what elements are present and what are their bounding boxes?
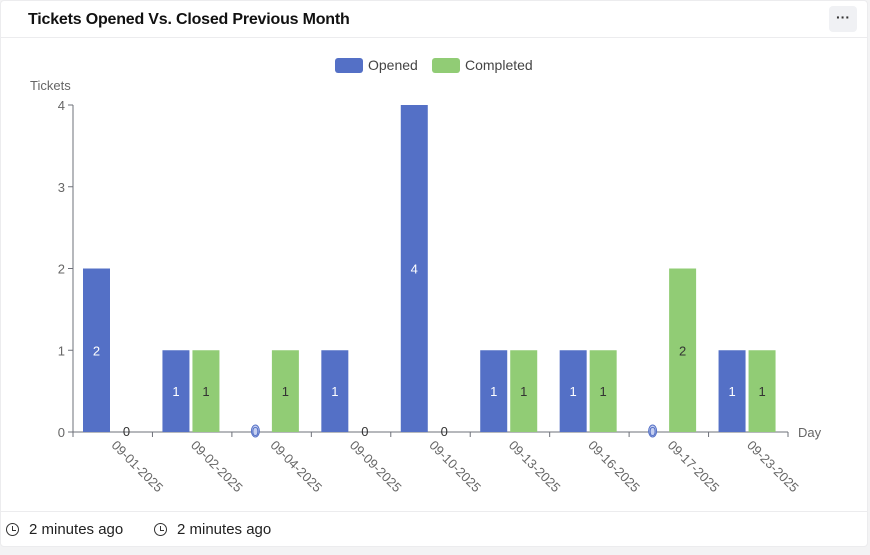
bar-value-label: 1 — [758, 384, 765, 399]
legend-swatch-completed — [432, 58, 460, 73]
clock-icon — [6, 523, 19, 536]
bar-opened — [400, 105, 428, 432]
bar-value-label: 1 — [570, 384, 577, 399]
bar-value-label: 2 — [679, 343, 686, 358]
bar-value-label: 1 — [600, 384, 607, 399]
bar-value-label: 1 — [282, 384, 289, 399]
bar-completed — [748, 350, 776, 432]
ellipsis-icon[interactable]: ··· — [829, 6, 857, 32]
y-tick-label: 2 — [58, 262, 65, 277]
timestamp-text: 2 minutes ago — [29, 521, 124, 538]
x-tick-label: 09-17-2025 — [665, 438, 723, 496]
bar-value-label: 1 — [490, 384, 497, 399]
x-tick-label: 09-04-2025 — [267, 438, 325, 496]
bar-opened — [480, 350, 508, 432]
bar-completed — [589, 350, 617, 432]
legend-label-opened: Opened — [368, 57, 418, 73]
bar-completed — [192, 350, 220, 432]
zero-value-marker — [648, 424, 658, 438]
bar-opened — [321, 350, 349, 432]
timestamp-1: 2 minutes ago — [6, 521, 123, 538]
x-tick-label: 09-01-2025 — [109, 438, 167, 496]
bar-value-label: 1 — [202, 384, 209, 399]
legend-label-completed: Completed — [465, 57, 533, 73]
bar-value-label: 1 — [331, 384, 338, 399]
bar-value-label: 0 — [252, 424, 259, 439]
y-tick-label: 1 — [58, 343, 65, 358]
x-tick-label: 09-16-2025 — [585, 438, 643, 496]
card-title: Tickets Opened Vs. Closed Previous Month — [28, 11, 350, 28]
card-header: Tickets Opened Vs. Closed Previous Month… — [1, 1, 867, 38]
bar-value-label: 0 — [649, 424, 656, 439]
x-tick-label: 09-23-2025 — [744, 438, 802, 496]
bar-value-label: 0 — [123, 424, 130, 439]
bar-value-label: 0 — [441, 424, 448, 439]
legend-swatch-opened — [335, 58, 363, 73]
timestamp-2: 2 minutes ago — [154, 521, 271, 538]
bar-completed — [669, 268, 697, 432]
bar-value-label: 1 — [172, 384, 179, 399]
x-tick-label: 09-02-2025 — [188, 438, 246, 496]
bar-opened — [162, 350, 190, 432]
x-tick-label: 09-09-2025 — [347, 438, 405, 496]
bar-completed — [271, 350, 299, 432]
bar-value-label: 4 — [411, 262, 418, 277]
clock-icon — [154, 523, 167, 536]
bar-value-label: 1 — [520, 384, 527, 399]
bar-value-label: 0 — [361, 424, 368, 439]
x-tick-label: 09-10-2025 — [426, 438, 484, 496]
y-axis-label: Tickets — [30, 78, 71, 93]
zero-value-marker — [250, 424, 260, 438]
x-tick-label: 09-13-2025 — [506, 438, 564, 496]
y-tick-label: 0 — [58, 425, 65, 440]
bar-opened — [718, 350, 746, 432]
timestamp-text: 2 minutes ago — [177, 521, 272, 538]
bar-value-label: 1 — [728, 384, 735, 399]
bar-completed — [510, 350, 538, 432]
bar-chart: Opened Completed Tickets 0 1 2 3 4 Day 09-01-2025… — [30, 57, 822, 496]
bar-opened — [83, 268, 110, 432]
bar-value-label: 2 — [93, 343, 100, 358]
card-footer: 2 minutes ago 2 minutes ago — [1, 511, 867, 547]
y-tick-label: 4 — [58, 98, 65, 113]
bar-opened — [559, 350, 587, 432]
x-axis-label: Day — [798, 425, 822, 440]
y-tick-label: 3 — [58, 180, 65, 195]
